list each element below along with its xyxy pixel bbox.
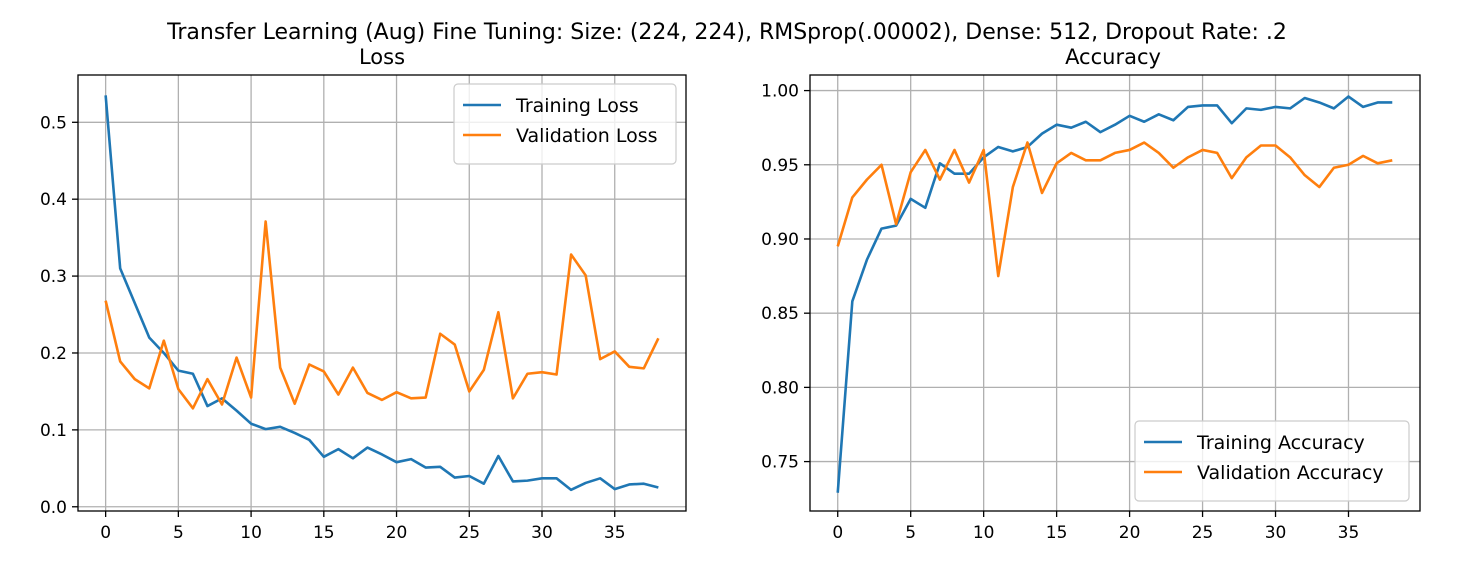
legend-label: Validation Loss	[516, 125, 658, 147]
x-tick-label: 0	[832, 523, 843, 543]
y-tick-label: 0.95	[761, 156, 799, 176]
y-tick-label: 0.1	[40, 421, 67, 441]
loss-series-validation	[104, 220, 660, 410]
legend-label: Training Accuracy	[1196, 432, 1365, 454]
x-tick-label: 35	[1338, 523, 1360, 543]
y-tick-label: 0.4	[40, 190, 67, 210]
loss-series-training	[104, 95, 659, 492]
accuracy-chart: Accuracy 0 5 10 15 20 25 30 35 0.75 0.80 0.85 0.90 0…	[761, 45, 1421, 543]
legend-frame	[453, 83, 677, 165]
x-tick-label: 5	[173, 523, 184, 543]
x-tick-label: 20	[1119, 523, 1141, 543]
y-tick-label: 0.85	[761, 304, 799, 324]
x-tick-label: 5	[905, 523, 916, 543]
x-tick-label: 10	[973, 523, 995, 543]
x-tick-label: 30	[1265, 523, 1287, 543]
x-tick-label: 0	[100, 523, 111, 543]
y-tick-label: 0.2	[40, 344, 67, 364]
y-tick-label: 0.75	[761, 453, 799, 473]
loss-chart-title: Loss	[359, 45, 405, 69]
loss-legend: Training Loss Validation Loss	[453, 83, 677, 165]
accuracy-series-training	[836, 95, 1393, 493]
y-tick-label: 0.0	[40, 498, 67, 518]
figure-suptitle: Transfer Learning (Aug) Fine Tuning: Siz…	[166, 20, 1287, 45]
y-tick-label: 0.90	[761, 230, 799, 250]
accuracy-chart-title: Accuracy	[1065, 45, 1161, 69]
x-tick-label: 15	[1046, 523, 1068, 543]
y-tick-label: 0.5	[40, 113, 67, 133]
x-tick-label: 25	[1192, 523, 1214, 543]
y-tick-label: 0.3	[40, 267, 67, 287]
loss-plot-frame	[77, 74, 687, 512]
accuracy-plot-frame	[809, 74, 1421, 512]
x-tick-label: 10	[240, 523, 262, 543]
x-tick-label: 20	[386, 523, 408, 543]
x-tick-label: 35	[604, 523, 626, 543]
x-tick-label: 25	[458, 523, 480, 543]
x-tick-label: 30	[531, 523, 553, 543]
accuracy-legend: Training Accuracy Validation Accuracy	[1134, 420, 1410, 502]
accuracy-series-validation	[836, 141, 1393, 278]
legend-label: Training Loss	[515, 95, 639, 117]
legend-label: Validation Accuracy	[1197, 462, 1384, 484]
y-tick-label: 1.00	[761, 82, 799, 102]
x-tick-label: 15	[313, 523, 335, 543]
loss-chart: Loss 0 5 10 15 20 25 30 35 0.0 0.1 0.2 0.3 0.4 0.5 Tra…	[40, 45, 687, 543]
y-tick-label: 0.80	[761, 378, 799, 398]
legend-frame	[1134, 420, 1410, 502]
